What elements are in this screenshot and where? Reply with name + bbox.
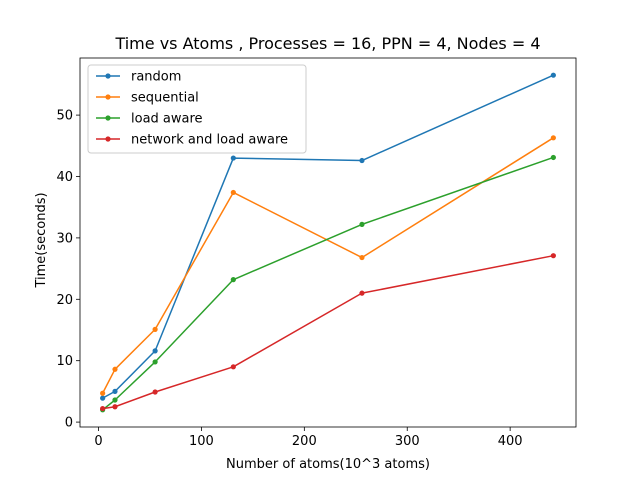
legend-swatch-marker xyxy=(105,136,111,142)
x-axis-label: Number of atoms(10^3 atoms) xyxy=(226,457,430,472)
data-point-random xyxy=(100,395,106,401)
data-point-network-and-load-aware xyxy=(152,389,158,395)
data-point-network-and-load-aware xyxy=(359,290,365,296)
data-point-network-and-load-aware xyxy=(230,364,236,370)
legend-swatch-marker xyxy=(105,94,111,100)
x-tick-label: 400 xyxy=(498,434,523,449)
legend-label: sequential xyxy=(131,91,199,106)
data-point-sequential xyxy=(550,135,556,141)
chart-title: Time vs Atoms , Processes = 16, PPN = 4,… xyxy=(114,34,540,53)
data-point-load-aware xyxy=(152,359,158,365)
data-point-load-aware xyxy=(230,277,236,283)
data-point-load-aware xyxy=(359,221,365,227)
y-tick-label: 10 xyxy=(56,354,73,369)
series-sequential xyxy=(100,135,556,396)
data-point-load-aware xyxy=(550,154,556,161)
data-point-sequential xyxy=(152,326,158,332)
y-axis-label: Time(seconds) xyxy=(34,192,49,288)
series-random xyxy=(100,72,556,401)
plot-area xyxy=(79,57,577,428)
data-point-sequential xyxy=(359,254,365,261)
y-tick-label: 50 xyxy=(56,109,73,124)
data-point-network-and-load-aware xyxy=(100,405,106,412)
legend-item-load-aware: load aware xyxy=(96,112,203,127)
x-tick-label: 300 xyxy=(395,434,420,449)
legend-label: load aware xyxy=(131,112,203,127)
x-tick-label: 0 xyxy=(94,434,102,449)
legend-label: random xyxy=(131,70,181,85)
data-point-sequential xyxy=(230,189,236,196)
legend-swatch-marker xyxy=(105,73,111,79)
data-point-random xyxy=(359,157,365,164)
x-tick-label: 200 xyxy=(292,434,317,449)
series-layer xyxy=(100,72,556,413)
x-tick-label: 100 xyxy=(189,434,214,449)
data-point-random xyxy=(230,155,236,161)
y-tick-label: 0 xyxy=(65,416,73,431)
y-tick-label: 20 xyxy=(56,293,73,308)
series-network-and-load-aware xyxy=(100,253,556,412)
data-point-random xyxy=(550,72,556,78)
series-line-sequential xyxy=(101,137,554,394)
x-axis-ticks: 0 100 200 300 400 xyxy=(94,427,523,449)
y-tick-label: 40 xyxy=(56,170,73,185)
legend-item-random: random xyxy=(96,70,181,85)
legend-box xyxy=(87,64,307,154)
data-point-random xyxy=(112,388,118,394)
legend-item-sequential: sequential xyxy=(96,91,199,106)
y-axis-ticks: 0 10 20 30 40 50 xyxy=(56,109,80,431)
data-point-sequential xyxy=(100,390,106,396)
plot-frame xyxy=(79,57,577,428)
legend-item-network-and-load-aware: network and load aware xyxy=(96,133,288,148)
series-load-aware xyxy=(100,154,556,413)
y-tick-label: 30 xyxy=(56,231,73,246)
legend: random sequential load aware network and lo… xyxy=(87,64,307,154)
data-point-network-and-load-aware xyxy=(112,404,118,410)
data-point-sequential xyxy=(112,366,118,372)
data-point-load-aware xyxy=(112,397,118,403)
legend-swatch-marker xyxy=(105,115,111,121)
data-point-random xyxy=(152,348,158,354)
legend-label: network and load aware xyxy=(131,133,288,148)
data-point-network-and-load-aware xyxy=(550,253,556,259)
series-line-load-aware xyxy=(102,156,554,411)
